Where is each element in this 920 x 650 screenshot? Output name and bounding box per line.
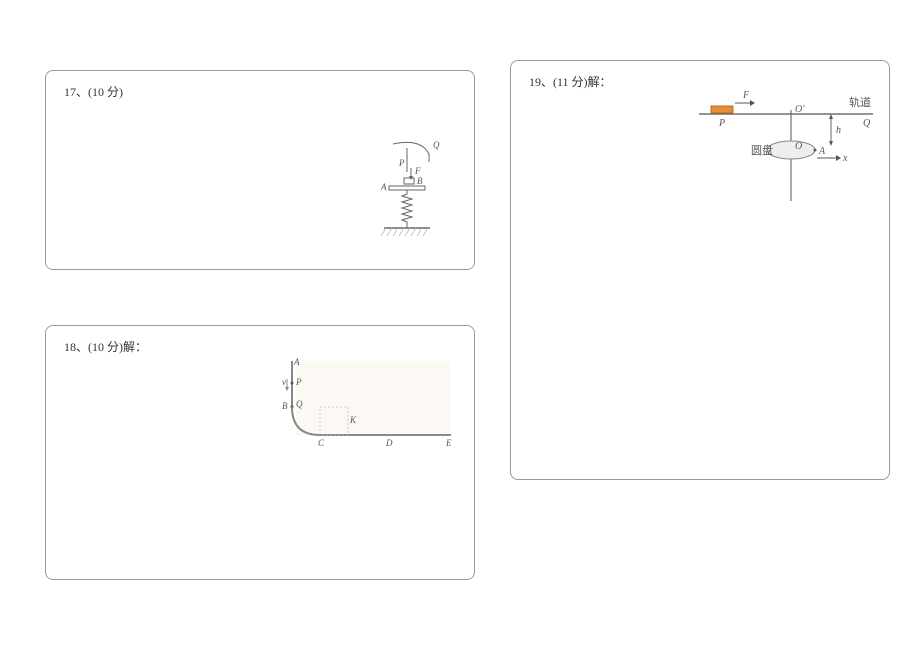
label-v: v bbox=[282, 377, 286, 387]
label-a: A bbox=[380, 182, 387, 192]
block-icon bbox=[711, 106, 733, 113]
label-track: 轨道 bbox=[849, 95, 871, 109]
label-p: P bbox=[398, 158, 405, 168]
label-q19: Q bbox=[863, 118, 871, 129]
label-d: D bbox=[385, 438, 393, 448]
label-k: K bbox=[349, 415, 357, 425]
panel-q18: 18、(10 分)解： A v P B Q K C D E bbox=[45, 325, 475, 580]
panel-q17: 17、(10 分) Q P F B A bbox=[45, 70, 475, 270]
panel-q19: 19、(11 分)解： F P O' Q 轨道 圆盘 O A h bbox=[510, 60, 890, 480]
label-q: Q bbox=[433, 140, 440, 150]
label-o: O bbox=[795, 141, 802, 152]
label-a19: A bbox=[818, 146, 826, 157]
label-p19: P bbox=[718, 118, 725, 129]
q19-diagram: F P O' Q 轨道 圆盘 O A h x bbox=[691, 86, 881, 206]
q18-title: 18、(10 分)解： bbox=[64, 338, 147, 355]
label-x: x bbox=[842, 153, 848, 164]
label-q18: Q bbox=[296, 399, 303, 409]
label-f: F bbox=[414, 166, 421, 176]
label-p18: P bbox=[295, 377, 302, 387]
q17-title: 17、(10 分) bbox=[64, 83, 123, 100]
label-f19: F bbox=[742, 90, 750, 101]
label-c: C bbox=[318, 438, 325, 448]
q18-diagram: A v P B Q K C D E bbox=[256, 351, 456, 461]
label-b: B bbox=[417, 176, 423, 186]
label-a18: A bbox=[293, 357, 300, 367]
label-disk: 圆盘 bbox=[751, 143, 773, 157]
q17-diagram: Q P F B A bbox=[371, 136, 451, 256]
label-h: h bbox=[836, 125, 841, 136]
label-oprime: O' bbox=[795, 104, 805, 115]
label-e: E bbox=[445, 438, 452, 448]
disk-icon bbox=[767, 141, 815, 159]
q19-title: 19、(11 分)解： bbox=[529, 73, 612, 90]
label-b18: B bbox=[282, 401, 288, 411]
